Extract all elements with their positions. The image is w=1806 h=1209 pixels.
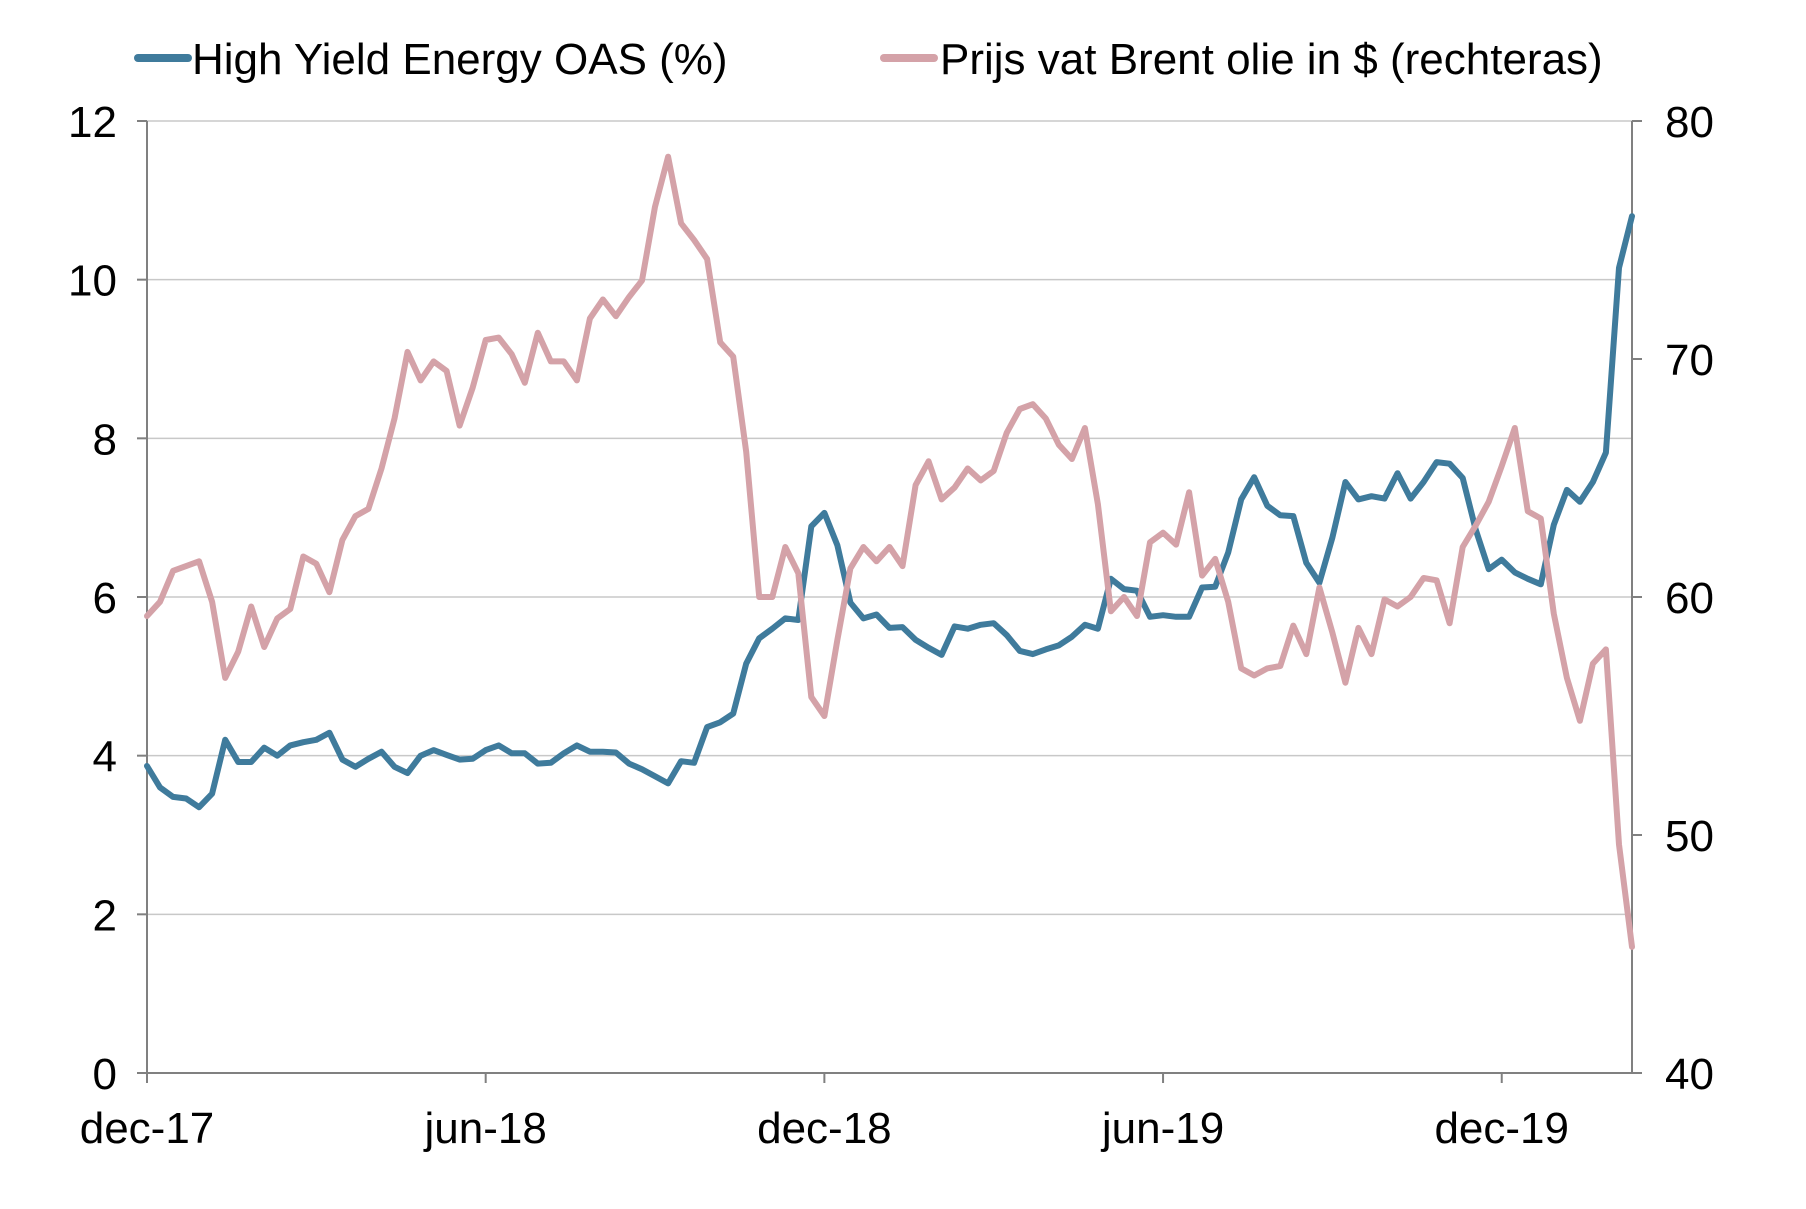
y-right-tick-label: 60 — [1665, 574, 1714, 623]
gridlines — [147, 120, 1632, 916]
legend-label-brent: Prijs vat Brent olie in $ (rechteras) — [940, 35, 1603, 84]
series-group — [144, 153, 1635, 950]
legend-label-oas: High Yield Energy OAS (%) — [192, 35, 728, 84]
y-left-tick-label: 8 — [93, 415, 117, 464]
y-right-tick-label: 80 — [1665, 98, 1714, 147]
x-tick-label: dec-18 — [757, 1104, 892, 1153]
x-tick-label: dec-19 — [1434, 1104, 1569, 1153]
axes: 0 2 4 6 8 10 12 40 50 60 70 80 dec-17 jun-18 dec-18 jun… — [68, 98, 1714, 1153]
y-left-tick-label: 0 — [93, 1050, 117, 1099]
y-left-tick-label: 4 — [93, 733, 117, 782]
x-tick-label: jun-18 — [423, 1104, 547, 1153]
series-line-oas — [144, 213, 1635, 811]
x-tick-label: jun-19 — [1100, 1104, 1224, 1153]
legend: High Yield Energy OAS (%) Prijs vat Brent… — [134, 35, 1603, 84]
x-tick-label: dec-17 — [80, 1104, 215, 1153]
y-right-tick-label: 50 — [1665, 812, 1714, 861]
y-left-tick-label: 6 — [93, 574, 117, 623]
y-left-tick-label: 12 — [68, 98, 117, 147]
y-right-tick-label: 70 — [1665, 336, 1714, 385]
y-right-tick-label: 40 — [1665, 1050, 1714, 1099]
y-left-tick-label: 10 — [68, 257, 117, 306]
series-line-brent — [144, 153, 1635, 950]
y-left-tick-label: 2 — [93, 891, 117, 940]
